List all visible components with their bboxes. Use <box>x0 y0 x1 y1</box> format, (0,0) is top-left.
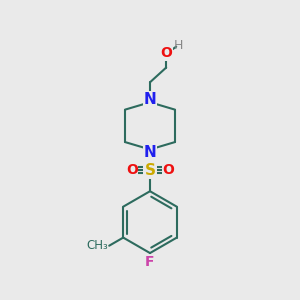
Text: N: N <box>144 145 156 160</box>
Text: O: O <box>162 163 174 177</box>
Text: CH₃: CH₃ <box>86 239 108 252</box>
Text: O: O <box>160 46 172 60</box>
Text: H: H <box>174 39 183 52</box>
Text: N: N <box>144 92 156 107</box>
Text: O: O <box>126 163 138 177</box>
Text: S: S <box>145 163 155 178</box>
Text: F: F <box>145 256 155 269</box>
